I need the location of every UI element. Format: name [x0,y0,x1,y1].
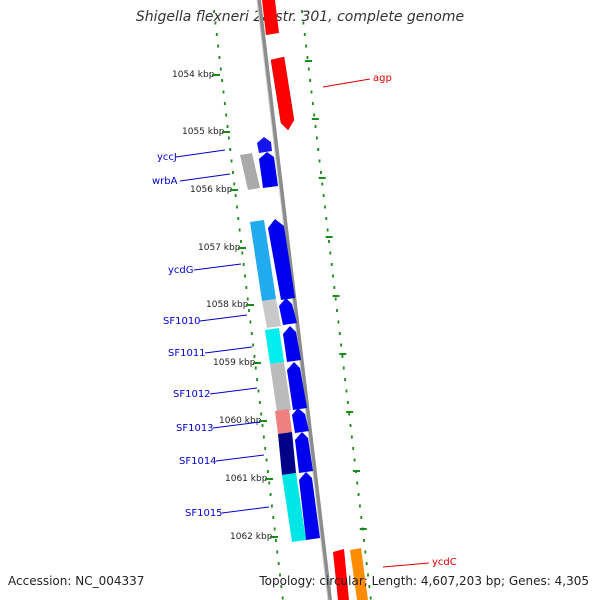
scale-tick [270,536,278,538]
scale-label-1059: 1059 kbp [213,358,256,368]
feature-label-SF1012[interactable]: SF1012 [173,389,211,400]
backbone-highlight [256,0,329,600]
feature-label-ycdC[interactable]: ycdC [432,557,457,568]
scale-label-1054: 1054 kbp [172,70,215,80]
tick-track-left [213,10,284,600]
scale-label-1055: 1055 kbp [182,127,225,137]
gene-yccJ[interactable] [257,137,272,153]
gene-SF1011[interactable] [283,326,301,362]
leader-line-ycdG [193,263,242,271]
gene-ycdG[interactable] [268,219,295,300]
scale-label-1056: 1056 kbp [190,185,233,195]
scale-tick [246,304,254,306]
gene-SF1013[interactable] [292,408,309,433]
scale-label-1058: 1058 kbp [206,300,249,310]
gene-ycdC-orange[interactable] [350,548,368,600]
gene-SF1015[interactable] [299,472,320,540]
feature-label-layer: agp yccJ wrbA ycdG SF1010 SF1011 SF1012 SF1013 S… [152,73,457,568]
map-title: Shigella flexneri 2a str. 301, complete … [135,9,465,25]
scale-label-1061: 1061 kbp [225,474,268,484]
feature-label-SF1014[interactable]: SF1014 [179,456,217,467]
leader-line-SF1011 [204,346,253,354]
leader-line-SF1014 [215,454,265,462]
feature-label-SF1011[interactable]: SF1011 [168,348,206,359]
scale-tick [222,131,230,133]
gene-SF1010[interactable] [279,298,297,325]
scale-label-1057: 1057 kbp [198,243,241,253]
leader-line-wrbA [179,173,231,182]
leader-line-SF1012 [209,387,258,395]
scale-label-1062: 1062 kbp [230,532,273,542]
gene-SF1014[interactable] [295,432,313,473]
feature-label-SF1013[interactable]: SF1013 [176,423,214,434]
gene-SF1010-grey[interactable] [262,299,281,328]
leader-line-ycdC [382,562,430,568]
gene-ycdC-red[interactable] [333,549,349,600]
gene-agp[interactable] [270,56,295,131]
gene-track [240,0,368,600]
scale-label-1060: 1060 kbp [219,416,262,426]
gene-SF1015-cyan[interactable] [282,473,306,542]
feature-label-ycdG[interactable]: ycdG [168,265,194,276]
feature-label-yccJ[interactable]: yccJ [157,152,177,163]
gene-wrbA-grey[interactable] [240,153,260,190]
feature-label-SF1010[interactable]: SF1010 [163,316,201,327]
gene-wrbA[interactable] [259,152,278,188]
gene-SF1014-navy[interactable] [278,432,296,475]
accession-text: Accession: NC_004337 [8,574,145,588]
backbone-line [257,0,332,600]
scale-label-layer: 1054 kbp 1055 kbp 1056 kbp 1057 kbp 1058 kbp… [172,70,278,542]
tick-track-right [301,10,372,600]
scale-tick [212,74,220,76]
scale-tick [230,189,238,191]
leader-line-SF1013 [212,421,261,429]
scale-tick [265,478,273,480]
gene-SF1011-cyan[interactable] [265,328,284,364]
gene-SF1013-salmon[interactable] [275,409,292,434]
feature-label-wrbA[interactable]: wrbA [152,176,178,187]
gene-SF1012-grey[interactable] [270,362,291,412]
scale-tick [253,362,261,364]
leader-line-SF1015 [221,506,270,514]
gene-SF1012[interactable] [287,362,307,410]
scale-tick [259,420,267,422]
leader-line-yccJ [175,149,226,158]
scale-tick [238,247,246,249]
feature-label-SF1015[interactable]: SF1015 [185,508,223,519]
leader-line-SF1010 [199,314,248,322]
genome-summary-text: Topology: circular; Length: 4,607,203 bp… [259,574,589,588]
gene-agp-upper[interactable] [262,0,279,35]
feature-label-agp[interactable]: agp [373,73,392,84]
leader-line-agp [322,78,371,88]
gene-ycdG-light[interactable] [250,220,276,301]
